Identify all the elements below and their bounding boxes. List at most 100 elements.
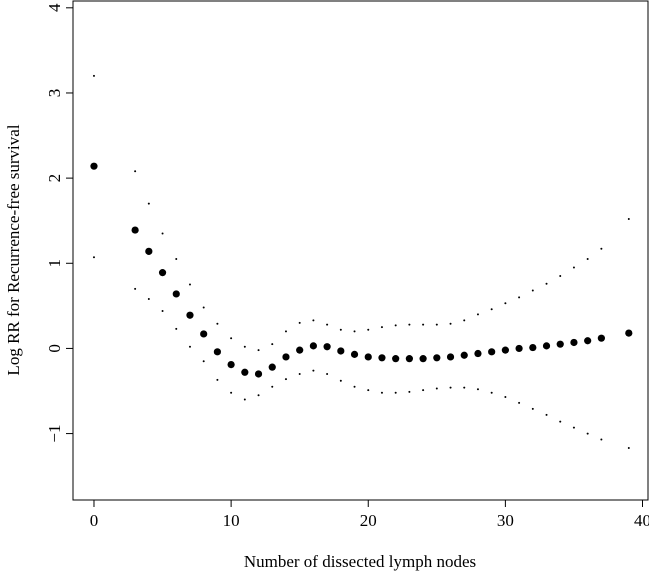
point bbox=[213, 348, 222, 356]
point bbox=[339, 379, 342, 382]
point bbox=[367, 389, 370, 392]
point bbox=[600, 438, 603, 441]
point bbox=[200, 330, 208, 338]
point bbox=[501, 346, 509, 354]
point bbox=[597, 334, 605, 342]
point bbox=[353, 330, 356, 333]
point bbox=[449, 386, 452, 389]
point bbox=[515, 344, 523, 353]
point bbox=[378, 354, 386, 362]
point bbox=[254, 370, 263, 378]
point bbox=[309, 342, 317, 350]
point bbox=[92, 74, 95, 77]
point bbox=[158, 269, 167, 277]
point bbox=[586, 258, 589, 261]
point bbox=[394, 324, 397, 327]
point bbox=[559, 420, 562, 423]
point bbox=[463, 319, 466, 322]
x-tick-label: 40 bbox=[634, 511, 649, 530]
point bbox=[202, 360, 205, 363]
point bbox=[175, 258, 178, 261]
plot-frame bbox=[72, 0, 649, 501]
point bbox=[490, 308, 493, 311]
y-tick-label: 0 bbox=[45, 344, 64, 353]
point bbox=[243, 345, 246, 348]
point bbox=[312, 319, 315, 322]
point bbox=[572, 426, 575, 429]
point bbox=[600, 247, 603, 250]
point bbox=[627, 447, 630, 450]
point bbox=[202, 306, 205, 309]
point bbox=[542, 342, 551, 350]
point bbox=[134, 170, 137, 173]
point bbox=[488, 348, 496, 356]
point bbox=[241, 368, 249, 376]
x-axis-label: Number of dissected lymph nodes bbox=[244, 552, 476, 571]
point bbox=[161, 232, 164, 235]
point bbox=[474, 349, 482, 358]
point bbox=[243, 398, 246, 401]
point bbox=[531, 407, 534, 410]
point bbox=[460, 351, 468, 359]
point bbox=[584, 337, 592, 345]
point bbox=[326, 372, 329, 375]
point bbox=[504, 395, 507, 398]
point bbox=[230, 337, 233, 340]
y-tick-label: 1 bbox=[45, 259, 64, 268]
point bbox=[188, 345, 191, 348]
point bbox=[147, 298, 150, 301]
point bbox=[449, 322, 452, 325]
point bbox=[337, 347, 345, 355]
point bbox=[353, 385, 356, 388]
y-tick-label: 4 bbox=[45, 3, 64, 12]
point bbox=[134, 287, 137, 290]
point bbox=[405, 355, 413, 363]
point bbox=[476, 313, 479, 316]
point bbox=[339, 328, 342, 331]
point bbox=[147, 202, 150, 205]
point bbox=[271, 343, 274, 346]
point bbox=[476, 388, 479, 391]
point bbox=[419, 355, 427, 363]
point bbox=[504, 302, 507, 305]
point bbox=[282, 353, 290, 361]
point bbox=[518, 401, 521, 404]
point bbox=[556, 340, 564, 348]
point bbox=[296, 346, 304, 354]
point bbox=[545, 413, 548, 416]
point bbox=[586, 432, 589, 435]
point bbox=[463, 386, 466, 389]
point bbox=[298, 372, 301, 375]
point bbox=[545, 282, 548, 285]
point bbox=[531, 289, 534, 292]
point bbox=[422, 323, 425, 326]
point bbox=[92, 256, 95, 259]
point bbox=[257, 394, 260, 397]
point bbox=[570, 338, 578, 347]
point bbox=[625, 329, 633, 337]
point bbox=[380, 326, 383, 329]
point bbox=[271, 385, 274, 388]
point bbox=[435, 323, 438, 326]
point bbox=[188, 283, 191, 286]
point bbox=[392, 355, 400, 363]
y-tick-label: 3 bbox=[45, 89, 64, 98]
point bbox=[433, 354, 441, 362]
point bbox=[268, 363, 276, 371]
point bbox=[284, 330, 287, 333]
point bbox=[161, 309, 164, 312]
point bbox=[216, 322, 219, 325]
point bbox=[367, 328, 370, 331]
x-tick-label: 20 bbox=[360, 511, 377, 530]
point bbox=[175, 327, 178, 330]
point bbox=[257, 349, 260, 352]
x-tick-label: 30 bbox=[497, 511, 514, 530]
x-tick-label: 0 bbox=[90, 511, 99, 530]
point bbox=[90, 162, 98, 170]
point bbox=[435, 387, 438, 390]
point bbox=[145, 247, 153, 255]
point bbox=[408, 323, 411, 326]
point bbox=[216, 378, 219, 381]
point bbox=[364, 353, 372, 361]
